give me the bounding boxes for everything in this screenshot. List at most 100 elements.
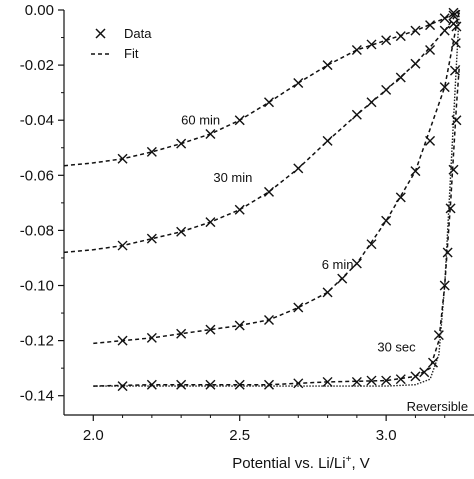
- data-point-60-min: [205, 128, 216, 139]
- data-point-30-sec: [293, 378, 304, 389]
- data-point-30-sec: [205, 379, 216, 390]
- data-point-30-min: [146, 233, 157, 244]
- y-tick-label: 0.00: [25, 2, 54, 19]
- annotation-60-min: 60 min: [181, 112, 220, 127]
- ticks-layer: 2.0 2.5 3.0 0.00 -0.02 -0.04 -0.06 -0.08 -0.10 -0…: [20, 2, 446, 444]
- data-point-6-min: [395, 192, 406, 203]
- data-point-6-min: [146, 332, 157, 343]
- data-point-30-sec: [445, 203, 456, 214]
- data-point-60-min: [146, 146, 157, 157]
- annotation-30-sec: 30 sec: [377, 340, 416, 355]
- data-point-30-min: [366, 97, 377, 108]
- data-point-30-sec: [322, 376, 333, 387]
- data-point-30-min: [322, 135, 333, 146]
- data-point-6-min: [425, 135, 436, 146]
- data-point-60-min: [264, 97, 274, 108]
- data-point-60-min: [176, 138, 187, 149]
- data-point-30-sec: [442, 247, 453, 258]
- data-point-60-min: [351, 44, 362, 55]
- markers-layer: [117, 7, 462, 392]
- data-point-6-min: [322, 287, 333, 298]
- data-point-6-min: [264, 314, 274, 325]
- data-point-6-min: [234, 320, 245, 331]
- data-point-30-min: [234, 204, 245, 215]
- data-point-6-min: [410, 166, 421, 177]
- data-point-extra: [449, 65, 460, 76]
- data-point-60-min: [410, 25, 421, 36]
- data-point-extra: [451, 21, 462, 32]
- data-point-30-min: [439, 25, 450, 36]
- data-point-30-min: [448, 10, 459, 21]
- data-point-30-min: [264, 186, 274, 197]
- data-point-30-min: [293, 163, 304, 174]
- legend-marker-data: [95, 28, 106, 39]
- data-point-60-min: [395, 31, 406, 42]
- data-point-6-min: [117, 335, 128, 346]
- data-point-6-min: [337, 273, 348, 284]
- data-point-30-sec: [176, 379, 187, 390]
- data-point-6-min: [366, 239, 377, 250]
- data-point-60-min: [366, 39, 377, 50]
- data-point-60-min: [381, 35, 392, 46]
- x-axis-label: Potential vs. Li/Li+, V: [232, 454, 370, 472]
- data-point-30-sec: [366, 375, 377, 386]
- x-tick-label: 2.0: [83, 427, 104, 444]
- data-point-extra: [450, 38, 461, 49]
- data-point-30-sec: [351, 376, 362, 387]
- y-tick-label: -0.08: [20, 222, 54, 239]
- annotation-reversible: Reversible: [407, 399, 468, 414]
- data-point-60-min: [425, 20, 436, 31]
- fit-line-30-sec: [93, 65, 461, 387]
- data-point-30-min: [381, 84, 392, 95]
- data-point-30-sec: [234, 379, 245, 390]
- data-point-30-min: [351, 109, 362, 120]
- data-point-30-sec: [410, 371, 421, 382]
- data-point-30-sec: [448, 164, 459, 175]
- legend: Data Fit: [91, 26, 152, 61]
- data-point-30-sec: [451, 115, 462, 126]
- data-point-30-sec: [419, 367, 430, 378]
- annotation-6-min: 6 min: [322, 257, 354, 272]
- y-tick-label: -0.12: [20, 333, 54, 350]
- legend-label-data: Data: [124, 26, 152, 41]
- data-point-60-min: [293, 78, 304, 89]
- annotations-layer: 60 min 30 min 6 min 30 sec Reversible: [181, 112, 468, 414]
- data-point-6-min: [439, 82, 450, 93]
- data-point-60-min: [322, 60, 333, 71]
- data-point-6-min: [381, 215, 392, 226]
- data-point-30-sec: [264, 379, 274, 390]
- x-tick-label: 3.0: [376, 427, 397, 444]
- data-point-30-sec: [146, 379, 157, 390]
- data-point-30-min: [176, 226, 187, 237]
- y-tick-label: -0.10: [20, 278, 54, 295]
- data-point-30-sec: [381, 375, 392, 386]
- data-point-30-sec: [395, 374, 406, 385]
- data-point-30-min: [410, 58, 421, 69]
- data-point-60-min: [448, 7, 459, 18]
- data-point-30-min: [205, 217, 216, 228]
- series-line-reversible: [93, 9, 461, 387]
- data-point-30-min: [425, 44, 436, 55]
- y-tick-label: -0.14: [20, 388, 54, 405]
- annotation-30-min: 30 min: [213, 170, 252, 185]
- legend-label-fit: Fit: [124, 46, 139, 61]
- data-point-30-sec: [439, 280, 450, 291]
- fit-line-6-min: [93, 9, 461, 345]
- data-point-30-sec: [117, 381, 128, 392]
- y-tick-label: -0.04: [20, 112, 54, 129]
- y-tick-label: -0.06: [20, 167, 54, 184]
- x-tick-label: 2.5: [229, 427, 250, 444]
- data-point-30-min: [117, 240, 128, 251]
- data-point-60-min: [117, 153, 128, 164]
- y-tick-label: -0.02: [20, 57, 54, 74]
- data-point-6-min: [176, 328, 187, 339]
- data-point-6-min: [293, 302, 304, 313]
- data-point-60-min: [234, 115, 245, 126]
- data-point-30-sec: [433, 330, 444, 341]
- data-point-30-min: [395, 72, 406, 83]
- data-point-6-min: [351, 258, 362, 269]
- data-point-60-min: [439, 13, 450, 24]
- data-point-6-min: [205, 324, 216, 335]
